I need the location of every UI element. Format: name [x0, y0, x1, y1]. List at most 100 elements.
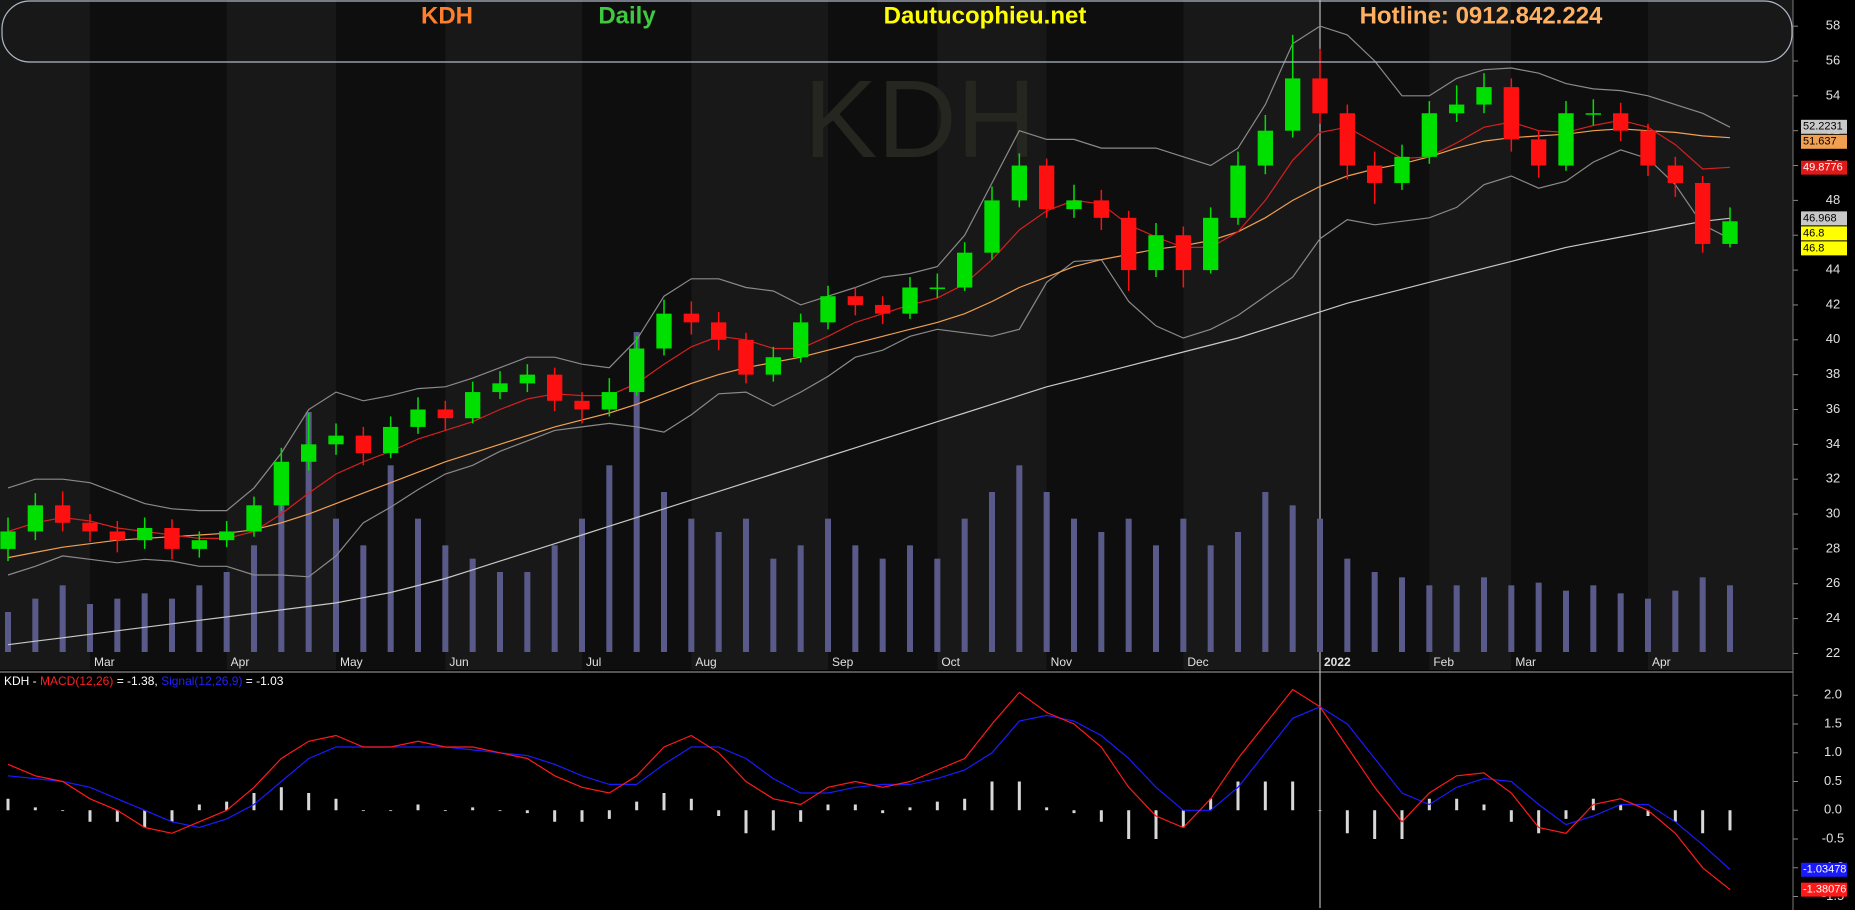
candle-body — [1121, 217, 1137, 271]
macd-histogram — [1673, 810, 1677, 822]
candle-body — [1093, 200, 1109, 218]
x-tick-label: Apr — [231, 655, 250, 669]
volume-bar — [661, 492, 667, 652]
macd-histogram — [1072, 810, 1076, 814]
candle-body — [902, 287, 918, 314]
volume-bar — [333, 518, 339, 652]
volume-bar — [579, 518, 585, 652]
indicator-line — [7, 688, 1731, 891]
volume-bar — [1590, 585, 1597, 652]
volume-bar — [1317, 518, 1323, 652]
period: Daily — [598, 2, 656, 29]
macd-histogram — [744, 810, 748, 834]
month-band — [90, 0, 227, 670]
candle-body — [929, 287, 945, 290]
candle-body — [1585, 113, 1601, 115]
volume-bar — [1399, 577, 1405, 652]
legend-part: KDH - — [4, 674, 40, 688]
macd-histogram — [1509, 810, 1513, 822]
volume-bar — [32, 598, 39, 652]
macd-histogram — [935, 801, 939, 811]
candle-body — [547, 374, 563, 401]
candle-body — [82, 522, 98, 532]
volume-bar — [524, 572, 531, 652]
volume-bar — [278, 492, 285, 652]
macd-histogram — [143, 810, 147, 828]
volume-bar — [251, 545, 257, 652]
macd-histogram — [88, 810, 92, 822]
price-flag-box — [1801, 119, 1847, 134]
x-tick-label: 2022 — [1324, 655, 1351, 669]
macd-histogram — [717, 810, 721, 816]
volume-bar — [743, 518, 749, 652]
legend-part: = -1.38, — [113, 674, 161, 688]
macd-histogram — [1045, 807, 1049, 811]
macd-histogram — [471, 807, 475, 811]
y-tick-label: 22 — [1826, 645, 1840, 660]
macd-histogram — [1099, 810, 1103, 822]
price-flag: 52.2231 — [1803, 121, 1843, 133]
candle-body — [137, 527, 153, 541]
volume-bar — [59, 585, 66, 652]
candle-body — [1503, 87, 1519, 140]
volume-bar — [1071, 518, 1077, 652]
volume-bar — [5, 612, 11, 652]
y-tick-label: -0.5 — [1822, 830, 1844, 845]
volume-bar — [1289, 505, 1296, 652]
candle-body — [219, 531, 235, 541]
macd-histogram — [6, 798, 10, 811]
macd-histogram — [1646, 810, 1650, 816]
macd-histogram — [799, 810, 803, 822]
hotline: Hotline: 0912.842.224 — [1360, 2, 1603, 29]
y-tick-label: 24 — [1826, 610, 1840, 625]
macd-histogram — [881, 810, 885, 814]
volume-bar — [879, 558, 886, 652]
x-tick-label: Mar — [1515, 655, 1536, 669]
macd-histogram — [33, 807, 37, 811]
x-tick-label: Jul — [586, 655, 601, 669]
header-frame — [1, 0, 1793, 63]
volume-bar — [1016, 465, 1023, 652]
price-flag-box — [1801, 226, 1847, 241]
site: Dautucophieu.net — [884, 2, 1087, 29]
volume-bar — [223, 572, 230, 652]
candle-body — [1148, 235, 1164, 271]
macd-histogram — [443, 810, 447, 812]
candle-body — [1203, 217, 1219, 271]
y-tick-label: 56 — [1826, 52, 1840, 67]
volume-bar — [606, 465, 613, 652]
macd-histogram — [853, 804, 857, 811]
price-flag-box — [1801, 160, 1847, 175]
candle-body — [1175, 235, 1191, 271]
candle-body — [410, 409, 426, 427]
macd-histogram — [689, 798, 693, 811]
candle-body — [1421, 113, 1437, 157]
indicator-line — [7, 706, 1731, 870]
macd-histogram — [580, 810, 584, 822]
candle-body — [711, 322, 727, 340]
month-band — [1046, 0, 1184, 670]
volume-bar — [469, 558, 476, 652]
volume-bar — [1699, 577, 1706, 652]
macd-histogram — [1181, 810, 1185, 828]
y-tick-label: 1.0 — [1824, 744, 1842, 759]
macd-histogram — [225, 801, 229, 811]
volume-bar — [497, 572, 503, 652]
legend-part: Signal(12,26,9) — [161, 674, 242, 688]
candle-body — [1695, 182, 1711, 244]
volume-bar — [688, 518, 695, 652]
candle-body — [1449, 104, 1465, 114]
macd-histogram — [416, 804, 420, 811]
candle-body — [1722, 221, 1738, 244]
volume-bar — [1617, 593, 1624, 652]
volume-bar — [633, 332, 640, 652]
legend-part: MACD(12,26) — [40, 674, 113, 688]
volume-bar — [1098, 532, 1105, 652]
volume-bar — [1207, 545, 1214, 652]
macd-histogram — [1373, 810, 1377, 839]
macd-histogram — [1209, 798, 1213, 811]
candle-body — [328, 435, 344, 445]
x-tick-label: Mar — [94, 655, 115, 669]
volume-bar — [1344, 558, 1351, 652]
